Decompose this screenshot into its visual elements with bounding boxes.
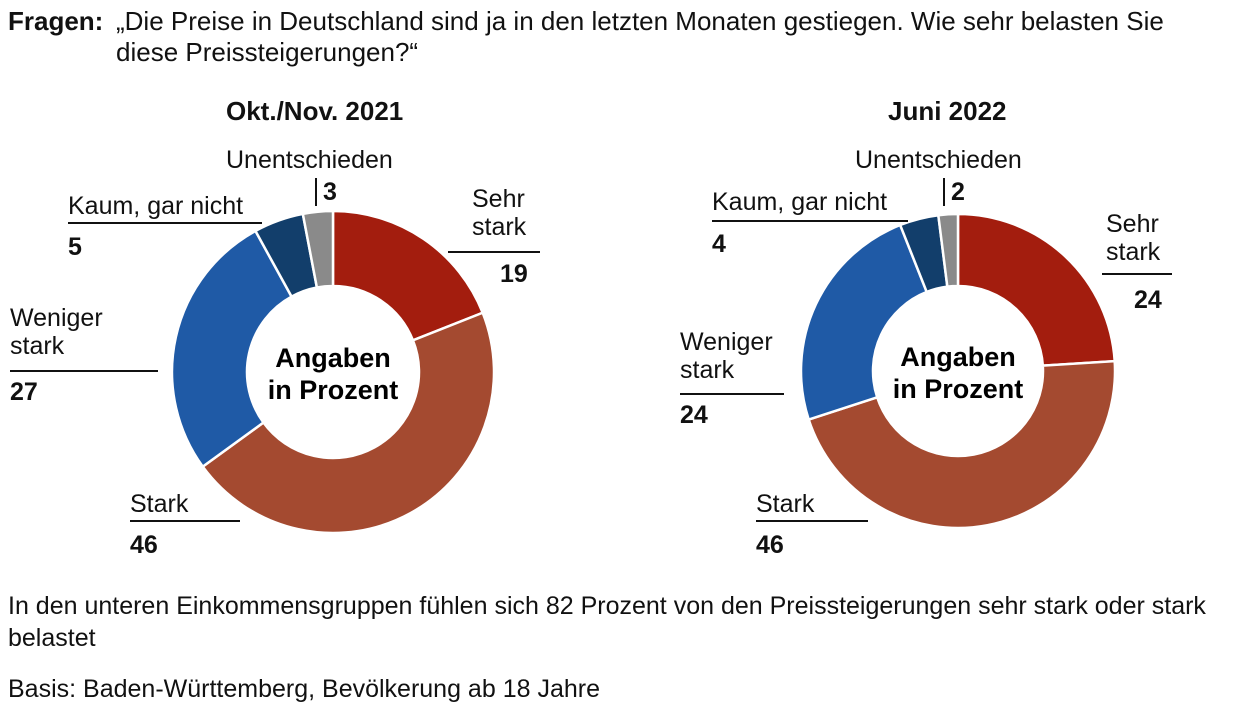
chart-title: Okt./Nov. 2021 [226,96,404,126]
leader-lines [680,178,1172,522]
center-label: Angaben in Prozent [893,342,1024,404]
center-label-line-1: Angaben [900,342,1016,372]
label-weniger-stark: Weniger stark [680,328,773,384]
label-stark: Stark [130,490,189,518]
value-kaum: 5 [68,233,82,261]
center-label-line-1: Angaben [275,343,391,373]
center-label: Angaben in Prozent [268,343,399,405]
label-kaum: Kaum, gar nicht [68,192,244,220]
value-weniger-stark: 24 [680,401,708,429]
value-unentschieden: 2 [951,178,965,206]
center-label-line-2: in Prozent [893,374,1024,404]
donut-chart-2022: Juni 2022 Angaben in Prozent Sehr stark … [620,0,1240,580]
value-stark: 46 [130,531,158,559]
slice-stark [807,359,1117,530]
value-weniger-stark: 27 [10,378,38,406]
label-kaum: Kaum, gar nicht [712,188,888,216]
value-stark: 46 [756,531,784,559]
question-label: Fragen: [8,6,104,36]
label-sehr-stark: Sehr stark [472,185,527,241]
value-sehr-stark: 19 [500,260,528,288]
label-stark: Stark [756,490,815,518]
value-sehr-stark: 24 [1134,286,1162,314]
donut-svg: Angaben in Prozent [680,178,1172,530]
leader-lines [10,178,540,522]
chart-title: Juni 2022 [888,96,1007,126]
question-text: „Die Preise in Deutschland sind ja in de… [116,6,1164,67]
slice-weniger-stark [799,223,929,422]
donut-chart-2021: Okt./Nov. 2021 Angaben in Prozent Sehr s… [0,0,620,580]
donut-svg: Angaben in Prozent [10,178,540,535]
value-unentschieden: 3 [323,178,337,206]
slice-unentschieden [301,209,335,289]
value-kaum: 4 [712,230,726,258]
center-label-line-2: in Prozent [268,375,399,405]
slice-unentschieden [936,212,960,289]
basis-note: Basis: Baden-Württemberg, Bevölkerung ab… [8,675,600,703]
slice-weniger-stark [170,229,294,469]
slice-sehr-stark [956,212,1117,367]
label-sehr-stark: Sehr stark [1106,210,1161,266]
slice-stark [201,311,496,535]
label-unentschieden: Unentschieden [855,146,1022,174]
footnote: In den unteren Einkommensgruppen fühlen … [8,592,1206,652]
label-weniger-stark: Weniger stark [10,304,103,360]
slice-sehr-stark [331,209,485,342]
label-unentschieden: Unentschieden [226,146,393,174]
